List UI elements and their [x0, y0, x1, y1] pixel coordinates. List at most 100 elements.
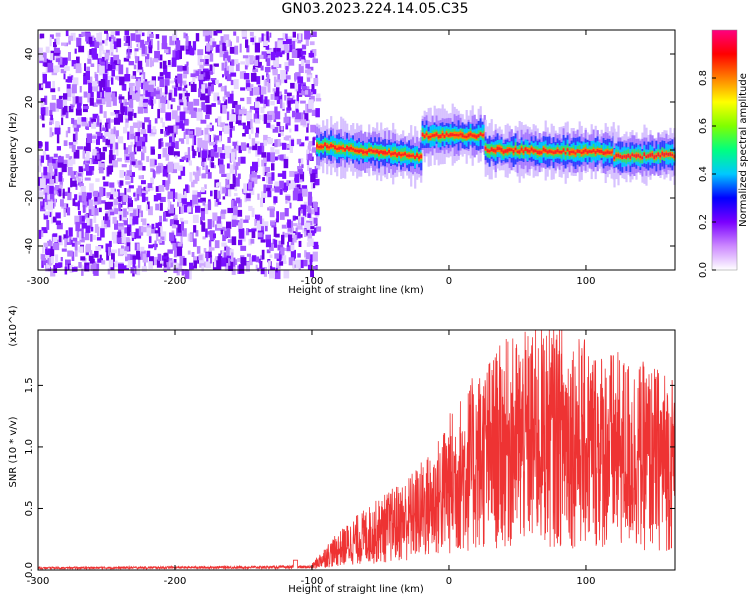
heatmap-cell [81, 223, 87, 229]
heatmap-cell [224, 245, 228, 253]
heatmap-cell [308, 52, 314, 58]
heatmap-cell [75, 247, 78, 257]
heatmap-cell [255, 97, 258, 103]
heatmap-cell [94, 208, 99, 216]
heatmap-cell [248, 55, 254, 64]
heatmap-cell [286, 50, 290, 61]
heatmap-cell [113, 154, 116, 160]
heatmap-cell [248, 256, 253, 266]
heatmap-cell [212, 41, 217, 47]
heatmap-cell [244, 64, 248, 70]
heatmap-cell [208, 246, 212, 252]
heatmap-cell [189, 262, 194, 270]
heatmap-cell [86, 126, 89, 130]
heatmap-cell [247, 121, 253, 130]
heatmap-cell [126, 170, 132, 176]
heatmap-cell [110, 128, 117, 137]
heatmap-cell [314, 178, 320, 186]
heatmap-cell [217, 201, 222, 205]
heatmap-cell [201, 101, 205, 111]
heatmap-cell [44, 59, 50, 67]
heatmap-cell [310, 269, 314, 278]
heatmap-cell [55, 254, 59, 264]
heatmap-cell [310, 182, 315, 190]
heatmap-cell [372, 149, 375, 153]
heatmap-cell [202, 201, 206, 206]
heatmap-cell [242, 55, 249, 59]
heatmap-cell [271, 223, 276, 228]
heatmap-cell [56, 37, 60, 45]
heatmap-cell [104, 201, 109, 210]
heatmap-cell [67, 250, 73, 257]
heatmap-cell [586, 150, 589, 154]
heatmap-cell [40, 101, 45, 107]
heatmap-cell [288, 183, 294, 190]
heatmap-cell [171, 230, 175, 235]
heatmap-cell [222, 196, 226, 200]
heatmap-cell [244, 193, 247, 203]
heatmap-cell [207, 49, 212, 55]
heatmap-cell [133, 209, 137, 218]
heatmap-cell [206, 43, 211, 52]
heatmap-cell [156, 86, 160, 90]
heatmap-cell [59, 62, 65, 68]
y-tick-label: 40 [24, 48, 35, 61]
heatmap-cell [251, 172, 257, 178]
heatmap-cell [117, 59, 120, 65]
heatmap-cell [197, 192, 202, 198]
heatmap-cell [240, 87, 246, 91]
heatmap-cell [582, 150, 585, 154]
heatmap-cell [146, 227, 152, 236]
heatmap-cell [151, 99, 154, 109]
heatmap-cell [265, 234, 271, 243]
heatmap-cell [294, 76, 297, 82]
heatmap-cell [74, 202, 80, 207]
heatmap-cell [145, 89, 151, 97]
colorbar-tick-label: 0.4 [698, 166, 709, 182]
heatmap-cell [279, 261, 284, 266]
heatmap-cell [201, 161, 207, 166]
heatmap-cell [100, 152, 106, 160]
heatmap-cell [226, 151, 233, 159]
heatmap-cell [149, 80, 156, 88]
heatmap-cell [99, 83, 103, 93]
heatmap-cell [42, 150, 47, 160]
heatmap-cell [130, 141, 134, 147]
heatmap-cell [161, 43, 168, 50]
heatmap-cell [208, 45, 214, 51]
heatmap-cell [112, 216, 117, 224]
heatmap-cell [238, 145, 242, 154]
heatmap-cell [153, 195, 158, 202]
heatmap-cell [132, 122, 139, 128]
heatmap-noise-region [38, 30, 322, 280]
heatmap-cell [264, 96, 268, 107]
heatmap-cell [277, 74, 280, 83]
heatmap-cell [134, 160, 141, 168]
heatmap-cell [233, 145, 238, 150]
heatmap-cell [305, 136, 309, 141]
heatmap-cell [208, 250, 212, 258]
heatmap-cell [124, 116, 131, 120]
heatmap-cell [251, 138, 256, 146]
heatmap-cell [233, 160, 236, 170]
heatmap-cell [129, 87, 135, 96]
heatmap-cell [671, 153, 674, 156]
heatmap-cell [238, 222, 243, 232]
heatmap-cell [261, 194, 265, 203]
heatmap-cell [249, 174, 253, 181]
heatmap-cell [548, 149, 551, 153]
heatmap-cell [203, 108, 206, 112]
heatmap-cell [246, 45, 250, 53]
heatmap-cell [286, 107, 292, 111]
heatmap-cell [255, 256, 260, 263]
heatmap-cell [510, 148, 513, 151]
heatmap-cell [119, 76, 125, 86]
heatmap-cell [655, 155, 658, 158]
heatmap-cell [67, 127, 71, 134]
heatmap-cell [222, 105, 227, 114]
heatmap-cell [54, 127, 61, 135]
heatmap-cell [49, 102, 56, 112]
heatmap-cell [249, 88, 254, 96]
heatmap-cell [95, 74, 99, 84]
heatmap-cell [168, 62, 174, 68]
